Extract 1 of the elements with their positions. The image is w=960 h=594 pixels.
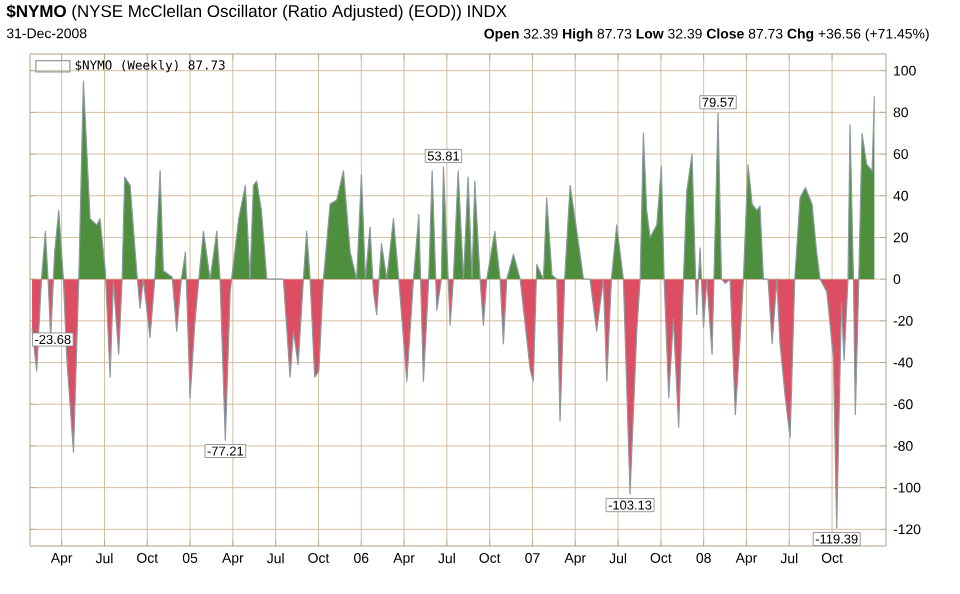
chart-title: $NYMO (NYSE McClellan Oscillator (Ratio Adjusted) (EOD)) INDX [6,4,507,21]
